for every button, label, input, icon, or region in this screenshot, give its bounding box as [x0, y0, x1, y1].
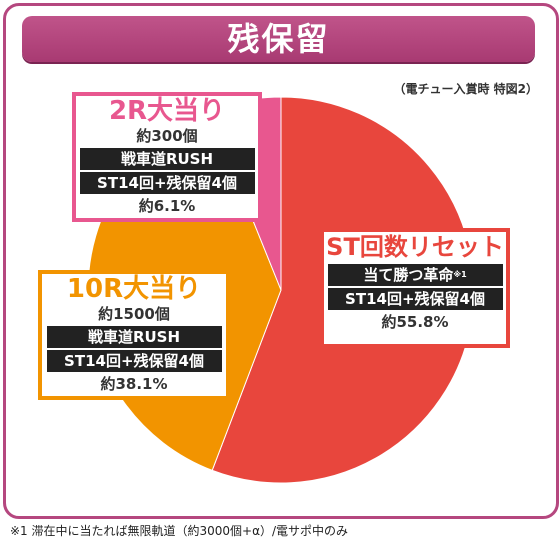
footnote: ※1 滞在中に当たれば無限軌道（約3000個+α）/電サポ中のみ: [10, 524, 349, 538]
callout-2r: 2R大当り 約300個 戦車道RUSH ST14回+残保留4個 約6.1%: [72, 92, 262, 222]
callout-10r-pct: 約38.1%: [100, 375, 168, 393]
callout-2r-line1: 戦車道RUSH: [79, 148, 255, 170]
callout-st-line1-text: 当て勝つ革命: [363, 266, 454, 284]
callout-2r-pct: 約6.1%: [138, 197, 196, 215]
callout-st-pct: 約55.8%: [381, 313, 449, 331]
callout-st-line2: ST14回+残保留4個: [327, 288, 503, 310]
callout-2r-line2: ST14回+残保留4個: [79, 172, 255, 194]
callout-10r-title: 10R大当り: [66, 274, 202, 304]
callout-st-title: ST回数リセット: [326, 233, 504, 261]
page-title: 残保留: [22, 16, 535, 62]
callout-2r-title: 2R大当り: [108, 96, 226, 126]
callout-10r-line2: ST14回+残保留4個: [46, 350, 222, 372]
callout-10r: 10R大当り 約1500個 戦車道RUSH ST14回+残保留4個 約38.1%: [38, 270, 230, 400]
chart-subnote: （電チュー入賞時 特図2）: [393, 82, 538, 96]
callout-st-line1-note: ※1: [453, 270, 467, 279]
callout-st-reset: ST回数リセット 当て勝つ革命※1 ST14回+残保留4個 約55.8%: [320, 228, 510, 348]
callout-10r-count: 約1500個: [98, 305, 170, 323]
callout-10r-line1: 戦車道RUSH: [46, 326, 222, 348]
callout-st-line1: 当て勝つ革命※1: [327, 264, 503, 286]
callout-2r-count: 約300個: [136, 127, 198, 145]
